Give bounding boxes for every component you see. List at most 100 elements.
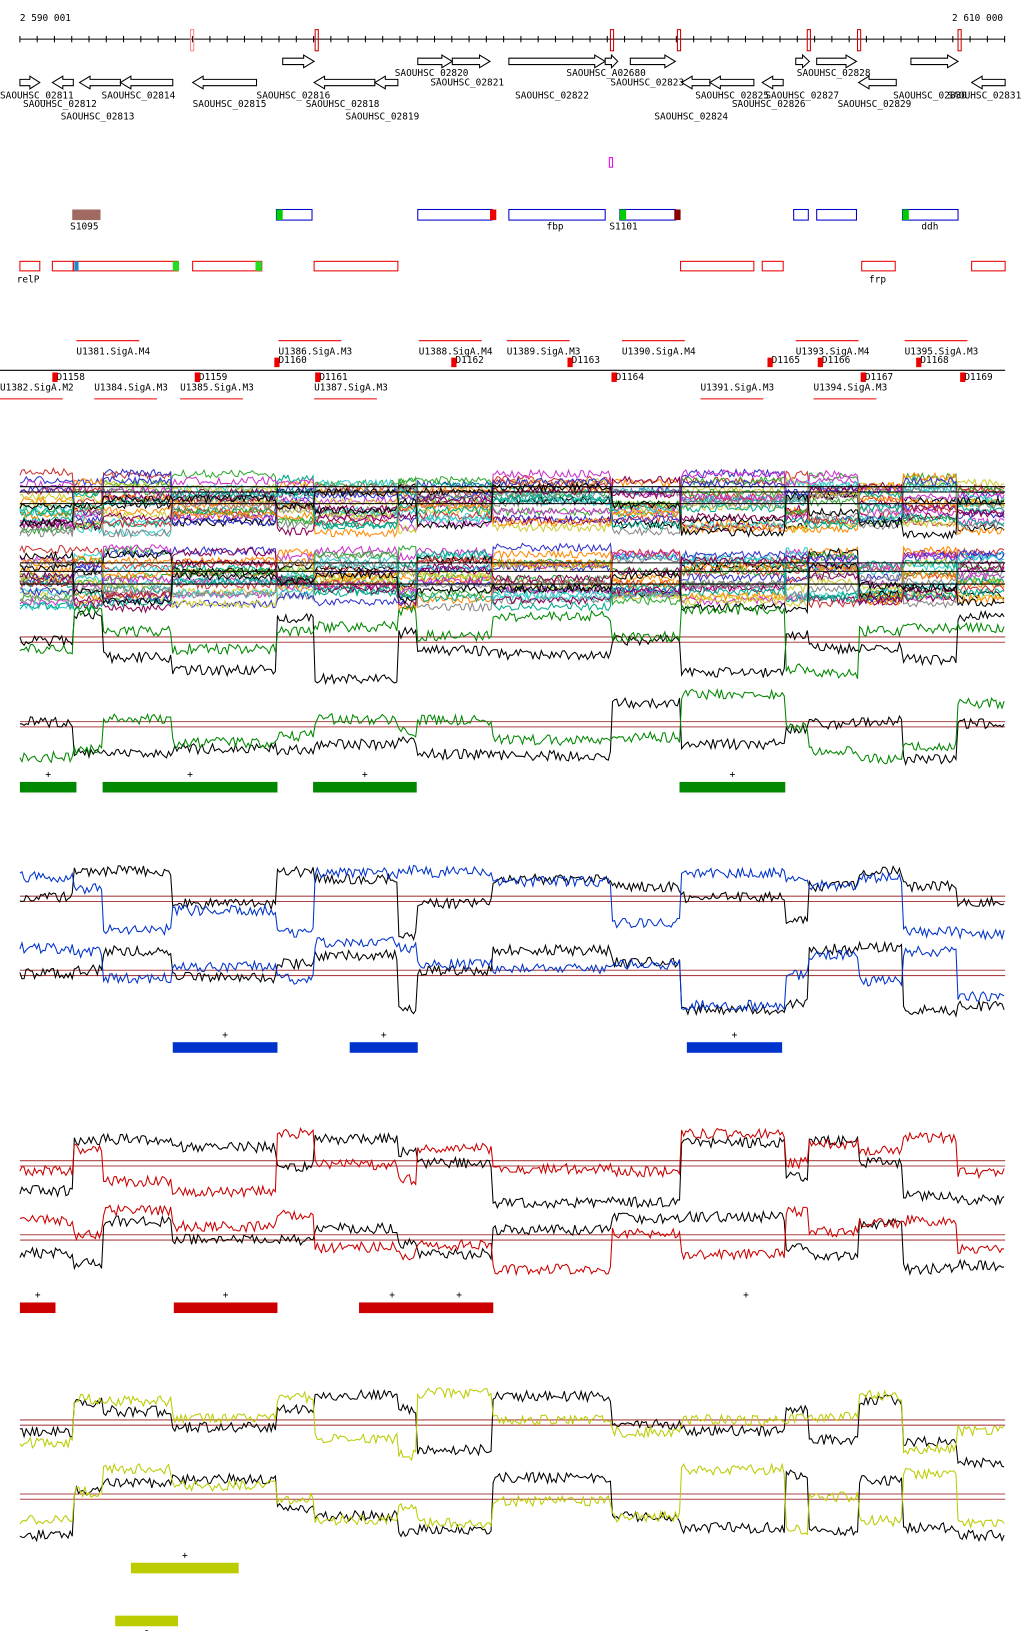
feature <box>72 209 101 221</box>
label: SAOUHSC_02827 <box>765 90 839 101</box>
feature <box>680 260 755 272</box>
terminator <box>567 357 573 368</box>
trace <box>19 555 1005 612</box>
label: + <box>35 1290 41 1301</box>
marker <box>609 29 615 52</box>
terminator <box>817 357 823 368</box>
trace <box>19 609 1005 686</box>
terminator <box>315 372 321 382</box>
trace <box>19 558 1005 613</box>
trace <box>19 561 1005 615</box>
label: U1387.SigA.M3 <box>314 382 388 393</box>
terminator <box>274 357 280 368</box>
trace <box>19 478 1005 529</box>
terminator <box>194 372 200 382</box>
label: SAOUHSC_02814 <box>102 90 176 101</box>
feature <box>417 208 493 221</box>
label: D1162 <box>455 355 483 366</box>
track-bar <box>313 781 417 793</box>
trace <box>19 475 1005 533</box>
terminator <box>611 372 617 382</box>
label: D1163 <box>572 355 600 366</box>
trace <box>19 940 1005 1018</box>
label: + <box>222 1030 228 1041</box>
trace <box>19 1132 1005 1210</box>
trace <box>19 548 1005 609</box>
gene-arrow <box>910 54 960 69</box>
track-bar <box>19 781 77 793</box>
label: D1159 <box>199 372 228 383</box>
gene-arrow <box>51 75 74 90</box>
gene-arrow <box>604 53 619 69</box>
feature-end <box>674 209 681 221</box>
marker <box>314 29 319 52</box>
track-bar <box>173 1302 278 1314</box>
gene-arrow <box>629 54 677 69</box>
label: U1384.SigA.M3 <box>94 382 168 393</box>
label: U1390.SigA.M4 <box>622 346 696 357</box>
feature <box>861 260 896 272</box>
label: SAOUHSC_02816 <box>257 90 331 101</box>
feature-end <box>74 261 79 271</box>
gene-arrow <box>373 75 399 90</box>
feature-end <box>276 209 283 221</box>
label: + <box>45 770 51 781</box>
gene-arrow <box>857 75 897 90</box>
label: SAOUHSC_02821 <box>430 78 504 89</box>
track-bar <box>172 1042 278 1053</box>
gene-arrow <box>19 75 41 90</box>
label: D1164 <box>616 372 645 383</box>
feature <box>902 208 959 221</box>
label: U1391.SigA.M3 <box>700 382 774 393</box>
trace <box>19 564 1005 604</box>
gene-arrow <box>708 75 755 90</box>
trace <box>19 481 1005 540</box>
gene-arrow <box>970 75 1006 90</box>
label: SAOUHSC_02828 <box>797 68 871 79</box>
track-bar <box>102 781 278 793</box>
feature-end <box>172 261 180 271</box>
terminator <box>451 357 457 368</box>
feature <box>51 260 74 272</box>
label: SAOUHSC_02813 <box>61 112 135 123</box>
trace <box>19 555 1005 614</box>
label: D1165 <box>772 355 800 366</box>
feature <box>608 157 614 168</box>
label: D1169 <box>964 372 993 383</box>
gene-arrow <box>119 75 174 90</box>
label: SAOUHSC_02823 <box>610 78 684 89</box>
feature <box>72 260 179 272</box>
trace <box>19 1469 1005 1543</box>
feature <box>761 260 784 272</box>
feature-end <box>490 209 497 221</box>
label: S1095 <box>70 222 98 233</box>
label: SAOUHSC_02815 <box>193 99 267 110</box>
track-bar <box>359 1302 494 1314</box>
label: 2 610 000 <box>952 13 1003 24</box>
label: + <box>223 1290 229 1301</box>
feature <box>192 260 263 272</box>
label: SAOUHSC_02820 <box>395 68 469 79</box>
trace <box>19 468 1005 522</box>
label: S1101 <box>609 222 638 233</box>
label: + <box>456 1290 462 1301</box>
feature <box>19 260 41 272</box>
trace <box>19 1387 1005 1462</box>
gene-arrow <box>816 54 858 69</box>
label: + <box>389 1290 395 1301</box>
marker <box>676 29 682 52</box>
feature <box>971 260 1006 272</box>
label: + <box>187 770 193 781</box>
label: frp <box>869 274 886 285</box>
marker <box>957 29 962 52</box>
label: U1393.SigA.M4 <box>796 346 870 357</box>
label: U1394.SigA.M3 <box>814 382 888 393</box>
feature-end <box>619 209 627 221</box>
terminator <box>960 372 966 382</box>
trace <box>19 1462 1005 1536</box>
feature <box>508 208 606 221</box>
gene-arrow <box>795 53 811 69</box>
gene-arrow <box>417 54 454 69</box>
gene-arrow <box>451 54 492 69</box>
